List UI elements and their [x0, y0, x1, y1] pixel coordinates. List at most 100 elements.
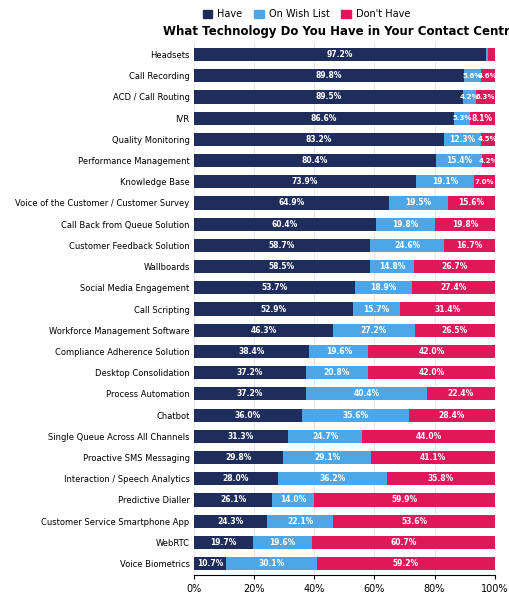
Bar: [193, 387, 305, 400]
Bar: [485, 48, 488, 61]
Bar: [408, 409, 494, 422]
Text: 22.1%: 22.1%: [287, 517, 313, 526]
Text: 16.7%: 16.7%: [456, 241, 482, 250]
Bar: [367, 366, 494, 379]
Text: 41.1%: 41.1%: [419, 453, 445, 462]
Bar: [277, 472, 386, 485]
Bar: [193, 196, 388, 209]
Bar: [411, 282, 494, 294]
Bar: [361, 430, 494, 443]
Bar: [462, 91, 475, 103]
Bar: [370, 239, 443, 252]
Text: 89.8%: 89.8%: [315, 71, 342, 80]
Bar: [193, 91, 462, 103]
Text: 83.2%: 83.2%: [305, 135, 331, 144]
Text: 31.3%: 31.3%: [228, 432, 253, 441]
Text: 12.3%: 12.3%: [448, 135, 475, 144]
Bar: [225, 557, 316, 570]
Bar: [480, 69, 494, 82]
Legend: Have, On Wish List, Don't Have: Have, On Wish List, Don't Have: [199, 5, 413, 23]
Text: 24.6%: 24.6%: [393, 241, 420, 250]
Text: 5.6%: 5.6%: [462, 73, 481, 79]
Text: 6.3%: 6.3%: [474, 94, 494, 100]
Bar: [469, 111, 494, 125]
Bar: [388, 196, 447, 209]
Text: 44.0%: 44.0%: [414, 432, 441, 441]
Bar: [355, 282, 411, 294]
Bar: [375, 218, 434, 231]
Text: 73.9%: 73.9%: [291, 177, 318, 186]
Bar: [193, 366, 305, 379]
Bar: [193, 451, 283, 464]
Bar: [193, 282, 355, 294]
Text: 64.9%: 64.9%: [278, 198, 304, 207]
Text: 31.4%: 31.4%: [434, 305, 460, 313]
Bar: [193, 48, 485, 61]
Bar: [193, 302, 352, 316]
Text: 15.7%: 15.7%: [363, 305, 389, 313]
Text: 42.0%: 42.0%: [417, 368, 444, 377]
Text: 35.6%: 35.6%: [342, 411, 368, 420]
Text: 53.7%: 53.7%: [261, 283, 287, 293]
Bar: [193, 430, 288, 443]
Text: 19.1%: 19.1%: [431, 177, 457, 186]
Text: 15.6%: 15.6%: [457, 198, 484, 207]
Text: 26.5%: 26.5%: [441, 326, 467, 335]
Bar: [272, 493, 314, 507]
Text: 4.6%: 4.6%: [477, 73, 497, 79]
Bar: [193, 409, 301, 422]
Text: 14.0%: 14.0%: [280, 496, 306, 504]
Text: 89.5%: 89.5%: [315, 92, 341, 102]
Bar: [414, 324, 494, 337]
Bar: [400, 302, 494, 316]
Text: 30.1%: 30.1%: [258, 559, 284, 568]
Text: 60.7%: 60.7%: [389, 538, 416, 547]
Text: 19.8%: 19.8%: [391, 220, 418, 229]
Text: 22.4%: 22.4%: [447, 389, 473, 398]
Text: 86.6%: 86.6%: [310, 114, 336, 122]
Bar: [193, 260, 369, 273]
Bar: [316, 557, 494, 570]
Bar: [305, 387, 427, 400]
Bar: [371, 451, 494, 464]
Text: 27.4%: 27.4%: [439, 283, 466, 293]
Bar: [314, 493, 494, 507]
Bar: [352, 302, 400, 316]
Text: 18.9%: 18.9%: [370, 283, 396, 293]
Bar: [434, 218, 494, 231]
Bar: [305, 366, 367, 379]
Bar: [283, 451, 371, 464]
Bar: [415, 175, 473, 188]
Bar: [193, 218, 375, 231]
Text: 28.4%: 28.4%: [438, 411, 464, 420]
Text: 27.2%: 27.2%: [360, 326, 386, 335]
Text: 24.3%: 24.3%: [217, 517, 243, 526]
Bar: [193, 239, 370, 252]
Bar: [473, 175, 494, 188]
Bar: [266, 515, 333, 528]
Text: 52.9%: 52.9%: [260, 305, 286, 313]
Text: 5.3%: 5.3%: [451, 115, 471, 121]
Text: 59.9%: 59.9%: [391, 496, 417, 504]
Text: 26.7%: 26.7%: [440, 262, 467, 271]
Bar: [193, 345, 309, 358]
Text: 35.8%: 35.8%: [427, 474, 453, 483]
Text: 19.6%: 19.6%: [325, 347, 351, 356]
Bar: [454, 111, 469, 125]
Bar: [435, 154, 481, 167]
Text: 80.4%: 80.4%: [301, 156, 327, 165]
Bar: [193, 154, 435, 167]
Text: 38.4%: 38.4%: [238, 347, 264, 356]
Bar: [193, 536, 252, 549]
Bar: [193, 493, 272, 507]
Text: 24.7%: 24.7%: [312, 432, 337, 441]
Text: 59.2%: 59.2%: [392, 559, 418, 568]
Text: 36.2%: 36.2%: [319, 474, 345, 483]
Text: 40.4%: 40.4%: [353, 389, 379, 398]
Bar: [193, 111, 454, 125]
Bar: [488, 48, 494, 61]
Text: 26.1%: 26.1%: [219, 496, 246, 504]
Bar: [369, 260, 413, 273]
Text: 29.1%: 29.1%: [314, 453, 340, 462]
Bar: [447, 196, 494, 209]
